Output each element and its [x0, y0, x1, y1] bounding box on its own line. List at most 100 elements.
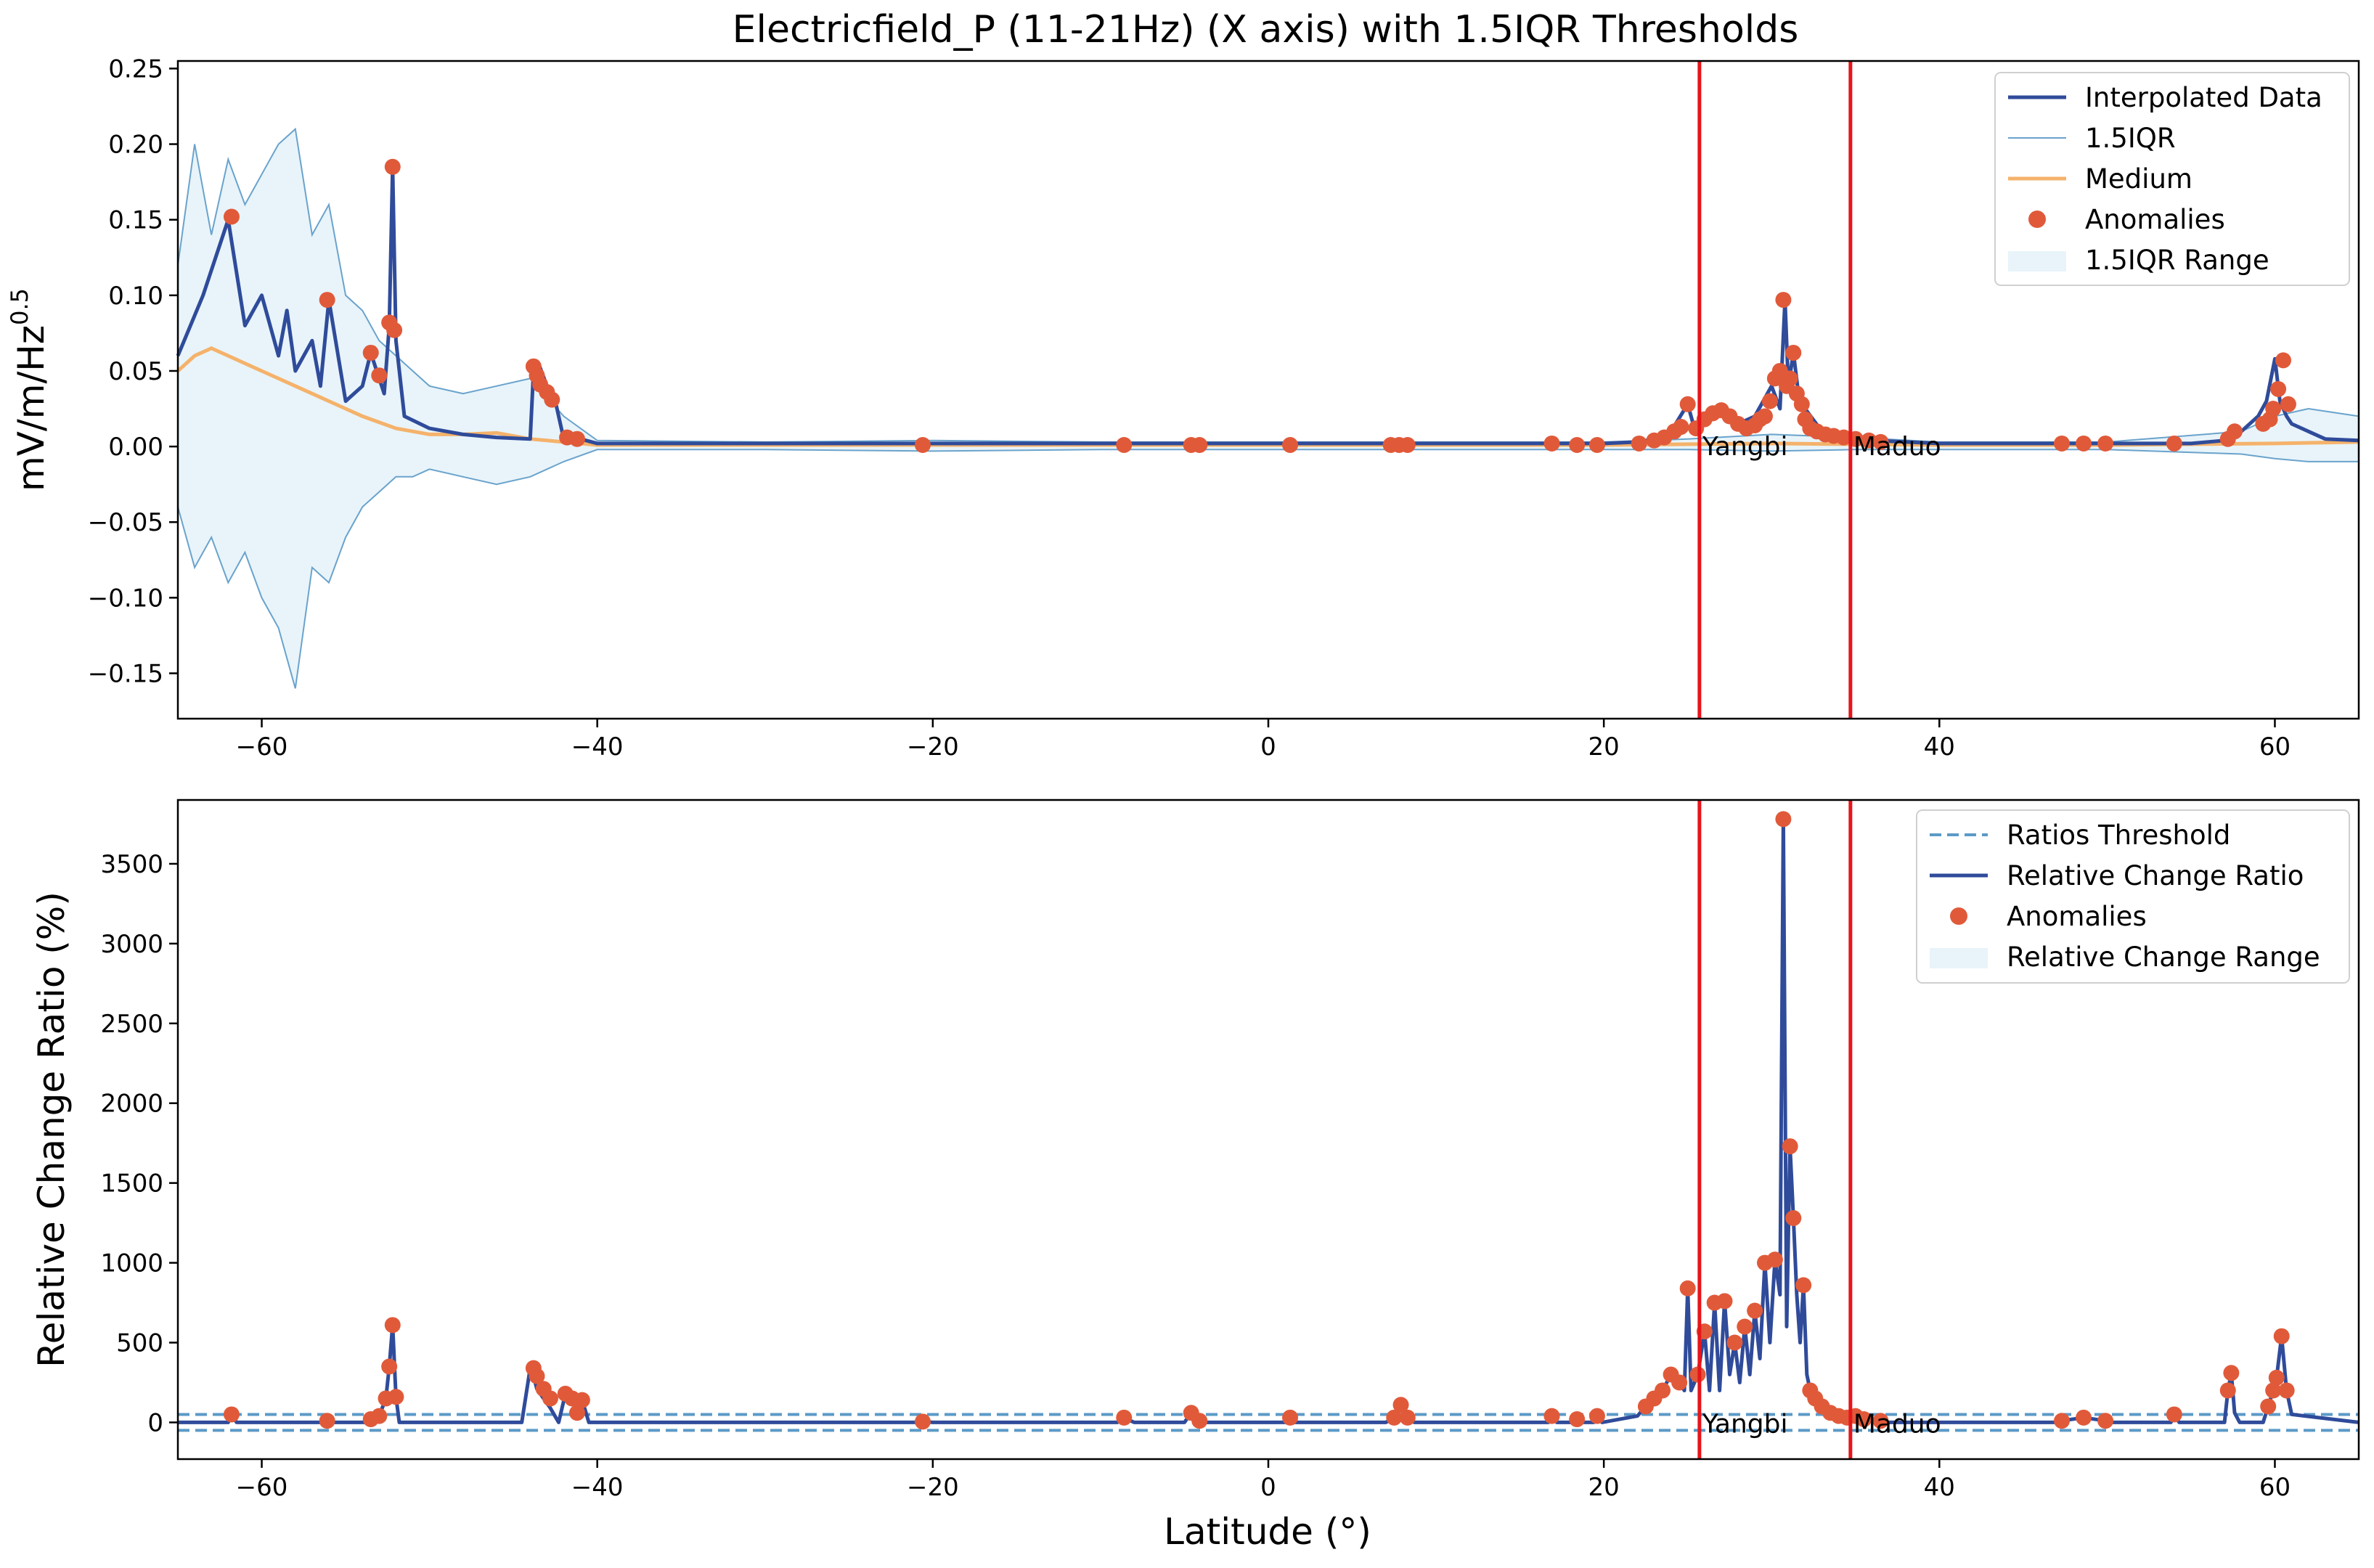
top-legend: Interpolated Data 1.5IQR Medium Anomalie… [1994, 72, 2350, 286]
anomaly-point [1282, 437, 1299, 454]
y-tick-label: −0.15 [88, 660, 163, 689]
anomaly-point [1872, 1413, 1889, 1429]
x-tick-label: −20 [907, 732, 959, 761]
anomaly-point [388, 1389, 404, 1405]
anomaly-point [2227, 423, 2243, 440]
y-tick-label: 3500 [100, 850, 163, 879]
top-y-ticks: −0.15 −0.10 −0.05 0.00 0.05 0.10 0.15 0.20 0.25 [88, 54, 178, 689]
legend-swatch-iqr-range [2008, 251, 2066, 271]
anomaly-point [1747, 1302, 1763, 1319]
anomaly-point [384, 158, 401, 175]
anomaly-point [2265, 1382, 2282, 1399]
anomaly-point [1569, 437, 1586, 454]
anomaly-point [1679, 396, 1696, 412]
anomaly-point [319, 292, 335, 309]
earthquake-markers: Yangbi Maduo [1697, 61, 1941, 719]
top-chart: Electricfield_P (11-21Hz) (X axis) with … [6, 8, 2360, 761]
anomaly-point [381, 1358, 398, 1375]
anomaly-point [319, 1413, 335, 1429]
legend-label-iqr: 1.5IQR [2085, 123, 2176, 154]
bottom-x-ticks: −60 −40 −20 0 20 40 60 [236, 1459, 2291, 1502]
y-tick-label: 2500 [100, 1010, 163, 1039]
anomaly-point [1588, 1408, 1605, 1424]
legend-label-relative-change-ratio: Relative Change Ratio [2007, 860, 2304, 891]
x-tick-label: −40 [571, 1473, 624, 1502]
legend-label-anomalies: Anomalies [2085, 204, 2225, 235]
y-tick-label: 0.10 [108, 282, 163, 311]
anomaly-point [371, 367, 388, 384]
anomaly-point [544, 391, 560, 408]
anomaly-point [2219, 1382, 2236, 1399]
anomaly-point [1588, 437, 1605, 454]
y-tick-label: −0.10 [88, 584, 163, 613]
top-legend-box [1994, 72, 2350, 286]
anomaly-point [1756, 408, 1773, 425]
anomaly-point [2097, 435, 2114, 452]
bottom-y-axis-title: Relative Change Ratio (%) [30, 891, 73, 1368]
anomaly-point [1631, 435, 1647, 452]
anomaly-point [2053, 1413, 2070, 1429]
x-tick-label: 0 [1260, 1473, 1276, 1502]
x-tick-label: 0 [1260, 732, 1276, 761]
anomaly-point [1116, 437, 1133, 454]
anomaly-point [1116, 1409, 1133, 1426]
top-chart-title: Electricfield_P (11-21Hz) (X axis) with … [733, 8, 1799, 52]
legend-swatch-relative-change-range [1930, 948, 1988, 968]
top-x-ticks: −60 −40 −20 0 20 40 60 [236, 719, 2291, 761]
legend-swatch-anomalies-ratio [1950, 907, 1967, 925]
anomaly-point [384, 1317, 401, 1334]
anomaly-point [2268, 1369, 2285, 1386]
anomaly-point [1782, 370, 1798, 387]
anomaly-point [386, 322, 403, 338]
anomaly-point [568, 430, 585, 447]
y-tick-label: 0.05 [108, 357, 163, 386]
x-tick-label: −40 [571, 732, 624, 761]
legend-label-ratios-threshold: Ratios Threshold [2007, 820, 2230, 851]
anomaly-point [1872, 433, 1889, 450]
anomaly-point [1399, 437, 1416, 454]
legend-swatch-anomalies [2028, 211, 2046, 228]
y-tick-label: 3000 [100, 930, 163, 959]
anomaly-point [1793, 396, 1810, 412]
anomaly-point [1726, 1334, 1743, 1351]
vline-label-maduo: Maduo [1853, 1409, 1941, 1439]
anomaly-point [1673, 419, 1689, 436]
anomaly-point [2260, 1398, 2277, 1415]
y-tick-label: 2000 [100, 1090, 163, 1119]
anomaly-point [914, 437, 931, 454]
anomaly-point [1191, 437, 1208, 454]
iqr-lower-line [177, 449, 2359, 689]
bottom-chart: Yangbi Maduo −60 −40 −20 0 20 40 60 0 500 1000 150… [30, 799, 2360, 1553]
anomaly-point [2076, 435, 2092, 452]
vline-label-maduo: Maduo [1853, 432, 1941, 462]
anomaly-point [2166, 435, 2182, 452]
x-tick-label: −20 [907, 1473, 959, 1502]
anomaly-point [2273, 1328, 2290, 1344]
legend-label-iqr-range: 1.5IQR Range [2085, 245, 2269, 276]
x-tick-label: 60 [2259, 1473, 2291, 1502]
vline-label-yangbi: Yangbi [1702, 432, 1788, 462]
anomaly-point [1761, 393, 1778, 409]
x-tick-label: 40 [1924, 1473, 1955, 1502]
y-tick-label: 0.00 [108, 433, 163, 462]
anomaly-point [1399, 1409, 1416, 1426]
anomaly-point [1861, 432, 1877, 449]
anomaly-point [223, 1406, 240, 1423]
anomaly-point [1191, 1413, 1208, 1429]
anomaly-point [1543, 435, 1560, 452]
x-tick-label: −60 [236, 1473, 288, 1502]
anomaly-point [2166, 1406, 2182, 1423]
x-tick-label: −60 [236, 732, 288, 761]
anomaly-point [2265, 401, 2282, 417]
x-tick-label: 20 [1588, 732, 1620, 761]
anomaly-point [2053, 435, 2070, 452]
bottom-y-ticks: 0 500 1000 1500 2000 2500 3000 3500 [100, 850, 178, 1437]
x-tick-label: 60 [2259, 732, 2291, 761]
anomaly-point [371, 1408, 388, 1424]
anomaly-point [1569, 1411, 1586, 1428]
y-tick-label: 0.15 [108, 206, 163, 235]
earthquake-markers-ratio: Yangbi Maduo [1697, 800, 1941, 1459]
bottom-legend: Ratios Threshold Relative Change Ratio A… [1916, 809, 2350, 984]
x-tick-label: 20 [1588, 1473, 1620, 1502]
anomaly-point [2097, 1413, 2114, 1429]
